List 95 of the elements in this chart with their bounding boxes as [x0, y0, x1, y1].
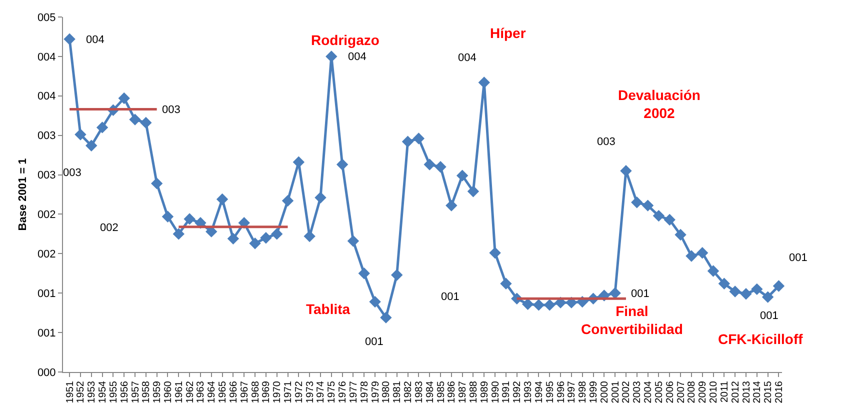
x-tick-label: 1976: [338, 380, 349, 404]
x-tick-label: 2010: [708, 380, 720, 404]
x-tick-label: 1982: [403, 380, 414, 404]
y-axis-title: Base 2001 = 1: [17, 158, 30, 231]
x-tick-label: 1989: [479, 380, 490, 404]
x-tick-label: 1998: [578, 380, 589, 404]
x-tick-label: 1993: [523, 380, 534, 404]
x-tick-label: 1988: [468, 380, 480, 404]
annotation: Rodrigazo: [311, 32, 380, 48]
y-tick-label: 004: [37, 90, 56, 103]
x-tick-label: 1986: [446, 380, 458, 404]
x-tick-label: 1992: [512, 380, 524, 404]
x-tick-label: 2006: [664, 380, 676, 404]
x-tick-label: 1965: [218, 380, 229, 404]
x-tick-label: 2009: [698, 380, 709, 404]
x-tick-label: 1999: [588, 380, 600, 404]
x-tick-label: 1977: [348, 380, 360, 404]
annotation: 004: [458, 52, 476, 64]
x-tick-label: 1990: [490, 380, 502, 404]
x-tick-label: 2015: [763, 380, 774, 404]
x-tick-label: 1975: [326, 380, 338, 404]
y-tick-label: 002: [37, 209, 56, 222]
x-tick-label: 1963: [196, 380, 207, 404]
x-tick-label: 1980: [381, 380, 392, 404]
x-tick-label: 1997: [566, 380, 578, 404]
y-tick-label: 001: [37, 327, 56, 340]
x-tick-label: 1959: [152, 380, 164, 404]
x-tick-label: 1969: [261, 380, 272, 404]
annotation: 003: [597, 136, 616, 148]
x-tick-label: 1951: [64, 380, 76, 404]
x-tick-label: 1957: [130, 380, 142, 404]
y-tick-label: 005: [37, 12, 56, 24]
x-tick-label: 1955: [108, 380, 120, 404]
x-tick-label: 2007: [676, 380, 687, 404]
x-tick-label: 1971: [283, 380, 294, 404]
x-tick-label: 1967: [239, 380, 250, 404]
x-tick-label: 1960: [162, 380, 174, 404]
x-tick-label: 2002: [621, 380, 632, 404]
text: 001: [789, 252, 808, 264]
x-tick-label: 1956: [119, 380, 130, 404]
x-tick-label: 1966: [228, 380, 240, 404]
x-tick-label: 1954: [98, 380, 109, 404]
x-tick-label: 2011: [719, 380, 730, 403]
x-tick-label: 1978: [359, 380, 370, 404]
annotation: Tablita: [306, 301, 350, 317]
x-tick-label: 2004: [643, 380, 654, 404]
x-tick-label: 1962: [184, 380, 196, 404]
x-tick-label: 1994: [534, 380, 545, 404]
annotation: 004: [86, 34, 104, 46]
x-tick-label: 1968: [250, 380, 262, 404]
x-tick-label: 1958: [141, 380, 152, 404]
x-tick-label: 1970: [272, 380, 284, 404]
x-tick-label: 1953: [86, 380, 98, 404]
annotation: Híper: [490, 25, 526, 41]
annotation: 001: [365, 336, 384, 348]
annotation: 003: [63, 167, 82, 179]
y-tick-label: 001: [37, 288, 56, 300]
x-tick-label: 1952: [76, 380, 87, 404]
annotation: 004: [348, 51, 366, 63]
y-tick-label: 003: [37, 170, 56, 182]
x-tick-label: 2013: [741, 380, 752, 404]
annotation: CFK-Kicilloff: [718, 331, 804, 347]
x-tick-label: 2003: [632, 380, 644, 404]
x-tick-label: 1979: [370, 380, 382, 404]
x-tick-label: 1974: [316, 380, 327, 404]
annotation: 002: [100, 222, 118, 234]
annotation: 003: [162, 104, 180, 116]
x-tick-label: 1985: [436, 380, 447, 404]
x-tick-label: 1995: [544, 380, 556, 404]
x-tick-label: 2016: [774, 380, 785, 404]
annotation: 001: [760, 310, 778, 322]
x-tick-label: 1964: [206, 380, 218, 404]
x-tick-label: 1981: [392, 380, 404, 404]
x-tick-label: 1991: [501, 380, 512, 404]
x-tick-label: 1961: [174, 380, 185, 404]
y-tick-label: 003: [37, 130, 56, 142]
x-tick-label: 2012: [730, 380, 742, 404]
x-tick-label: 1972: [294, 380, 305, 404]
x-tick-label: 2005: [654, 380, 665, 404]
annotation: Devaluación 2002: [618, 87, 700, 122]
x-tick-label: 2000: [599, 380, 610, 404]
x-tick-label: 2008: [686, 380, 698, 404]
x-tick-label: 1973: [304, 380, 316, 404]
annotation: Final Convertibilidad: [581, 303, 683, 338]
y-tick-label: 002: [37, 248, 56, 261]
x-tick-label: 2001: [610, 380, 622, 404]
x-tick-label: 1996: [556, 380, 567, 404]
x-tick-label: 1984: [424, 380, 436, 404]
x-tick-label: 1987: [458, 380, 469, 404]
x-tick-label: 1983: [414, 380, 425, 404]
annotation: 001: [441, 291, 460, 303]
y-tick-label: 000: [37, 366, 56, 379]
annotation: 001: [631, 288, 650, 300]
y-tick-label: 004: [37, 51, 56, 64]
x-tick-label: 2014: [752, 380, 764, 404]
